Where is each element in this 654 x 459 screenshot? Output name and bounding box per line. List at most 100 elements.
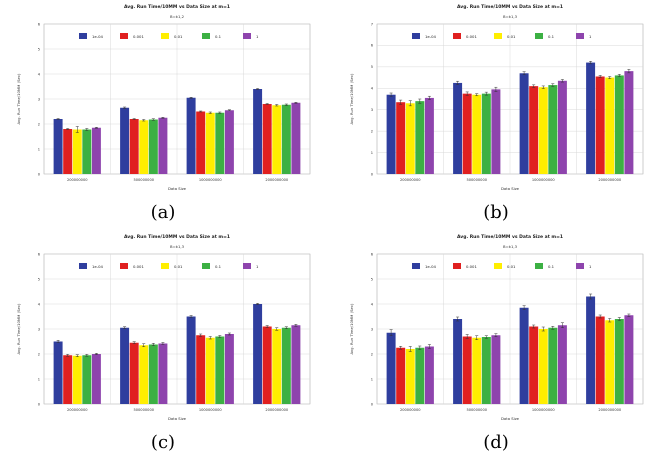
y-tick-label: 2 [38, 122, 40, 126]
y-tick-label: 1 [371, 377, 373, 381]
chart-title: Avg. Run Time/10MM vs Data Size at m=1 [124, 234, 230, 240]
y-tick-label: 0 [38, 172, 41, 176]
bar [548, 85, 558, 174]
legend-swatch [412, 33, 420, 39]
y-tick-label: 5 [38, 277, 40, 281]
bar [481, 337, 491, 404]
bar [53, 341, 63, 404]
y-tick-label: 0 [38, 402, 41, 406]
bar [291, 325, 301, 404]
legend-swatch [243, 33, 251, 39]
legend-label: 1e-04 [425, 264, 437, 269]
bar [415, 347, 425, 404]
y-tick-label: 5 [38, 47, 40, 51]
y-tick-label: 1 [371, 151, 373, 155]
bar [595, 316, 605, 404]
bar [386, 332, 396, 404]
chart-panel-1: Avg. Run Time/10MM vs Data Size at m=1 B=… [16, 4, 311, 223]
bar [453, 82, 463, 174]
x-tick-label: 500000000 [466, 408, 487, 412]
bar [82, 355, 92, 404]
legend-label: 0.01 [507, 264, 516, 269]
bar [253, 89, 263, 174]
legend-label: 1e-04 [92, 34, 104, 39]
chart-subtitle: B=k1,3 [170, 244, 185, 249]
bar [557, 80, 567, 174]
bar [396, 347, 406, 404]
y-tick-label: 6 [38, 22, 41, 26]
bar [63, 355, 73, 404]
x-tick-label: 200000000 [400, 178, 421, 182]
legend-label: 1 [256, 264, 259, 269]
bar [405, 349, 415, 404]
legend-label: 1 [256, 34, 259, 39]
legend-label: 0.001 [466, 264, 477, 269]
legend-swatch [243, 263, 251, 269]
bar [205, 337, 215, 404]
x-axis-label: Data Size [168, 416, 187, 421]
bar [424, 346, 434, 404]
legend-swatch [161, 263, 169, 269]
y-tick-label: 6 [371, 252, 374, 256]
x-tick-label: 500000000 [133, 178, 154, 182]
bar [158, 117, 168, 174]
x-tick-label: 2000000000 [598, 408, 622, 412]
x-tick-label: 1000000000 [199, 178, 223, 182]
bar [139, 120, 149, 174]
x-axis-label: Data Size [168, 186, 187, 191]
y-tick-label: 4 [38, 302, 41, 306]
bar [548, 327, 558, 404]
subfigure-caption: (c) [151, 432, 175, 453]
y-tick-label: 3 [371, 108, 373, 112]
y-tick-label: 7 [371, 22, 373, 26]
x-tick-label: 500000000 [466, 178, 487, 182]
legend-label: 0.1 [548, 34, 555, 39]
legend-label: 0.001 [133, 34, 144, 39]
bar [215, 336, 225, 404]
x-tick-label: 500000000 [133, 408, 154, 412]
chart-panel-3: Avg. Run Time/10MM vs Data Size at m=1 B=… [16, 234, 311, 453]
legend-label: 1 [589, 34, 592, 39]
bar [91, 354, 101, 404]
bar [186, 97, 196, 174]
chart-subtitle: B=k1,3 [503, 14, 518, 19]
legend-label: 0.1 [548, 264, 555, 269]
bar [396, 102, 406, 174]
bar [148, 344, 158, 404]
y-tick-label: 2 [371, 129, 373, 133]
y-tick-label: 4 [38, 72, 41, 76]
bar [53, 119, 63, 174]
y-axis-label: Avg. Run Time/10MM (Sec) [16, 303, 21, 354]
bar [519, 307, 529, 404]
legend-swatch [453, 33, 461, 39]
legend-swatch [494, 33, 502, 39]
bar [595, 76, 605, 174]
y-tick-label: 3 [38, 327, 40, 331]
bar [605, 320, 615, 404]
legend-swatch [576, 33, 584, 39]
bar [224, 334, 234, 404]
bar [624, 71, 634, 174]
y-tick-label: 1 [38, 147, 40, 151]
bar [624, 315, 634, 404]
y-tick-label: 6 [38, 252, 41, 256]
x-tick-label: 200000000 [400, 408, 421, 412]
x-axis-label: Data Size [501, 186, 520, 191]
bar [72, 355, 82, 404]
legend-label: 1e-04 [92, 264, 104, 269]
bar [529, 326, 539, 404]
chart-title: Avg. Run Time/10MM vs Data Size at m=1 [457, 4, 563, 10]
bar [586, 296, 596, 404]
y-tick-label: 6 [371, 44, 374, 48]
x-tick-label: 200000000 [67, 408, 88, 412]
subfigure-caption: (d) [483, 432, 509, 453]
bar [262, 326, 272, 404]
chart-subtitle: B=k1,2 [170, 14, 185, 19]
y-axis-label: Avg. Run Time/10MM (Sec) [349, 73, 354, 124]
y-tick-label: 2 [371, 352, 373, 356]
bar [519, 73, 529, 174]
legend-swatch [535, 33, 543, 39]
chart-panel-4: Avg. Run Time/10MM vs Data Size at m=1 B=… [349, 234, 644, 453]
y-tick-label: 5 [371, 65, 373, 69]
bar [139, 345, 149, 404]
